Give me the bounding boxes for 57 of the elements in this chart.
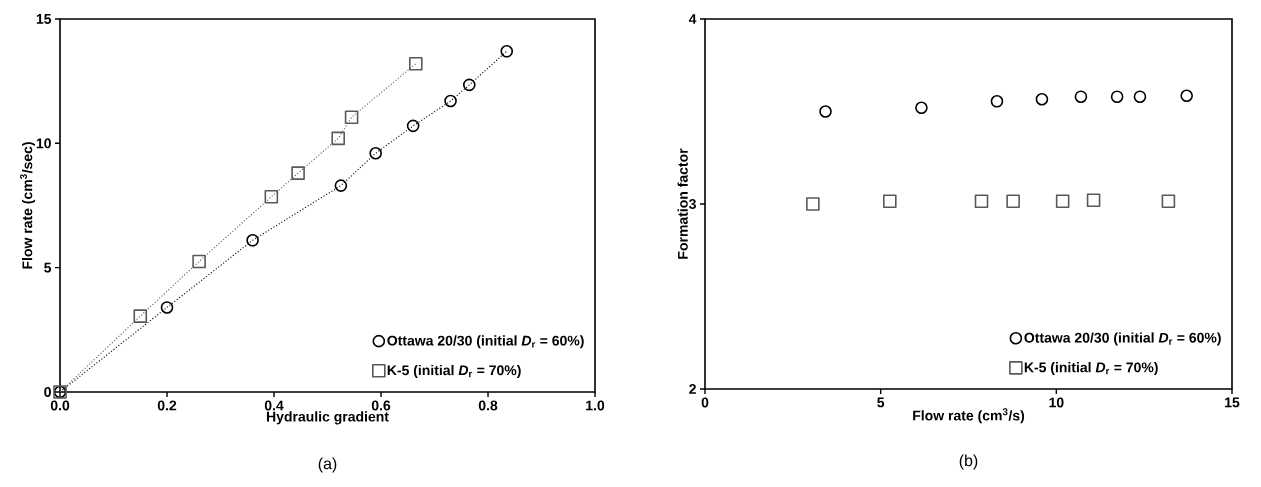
x-tick-label: 0 (701, 397, 709, 408)
point (500, 45, 514, 58)
x-tick-label: 15 (1225, 397, 1240, 408)
legend-label: K-5 (initial D$_{r}$ = 70%) (1024, 362, 1158, 376)
y-tick-label: 3 (689, 199, 696, 209)
point (462, 78, 476, 92)
point (915, 101, 928, 115)
x-tick-label: 0.2 (157, 400, 177, 411)
point (990, 95, 1004, 108)
x-tick-label: 0.6 (371, 400, 391, 411)
x-tick-label: 0.8 (478, 400, 498, 411)
point (160, 301, 174, 314)
point (334, 179, 348, 192)
point (192, 254, 206, 269)
y-tick-label: 15 (36, 14, 52, 24)
y-tick-label: 10 (36, 138, 51, 149)
point (264, 189, 279, 204)
point (291, 166, 305, 180)
point (819, 105, 832, 118)
text: (a) (318, 457, 337, 473)
x-tick-label: 5 (877, 397, 885, 408)
legend-label: Ottawa 20/30 (initial D$_{r}$ = 60%) (1024, 332, 1221, 346)
point (1133, 90, 1147, 103)
point (133, 309, 148, 323)
x-tick-label: 0.4 (264, 400, 284, 411)
point (1055, 194, 1070, 209)
point (1035, 92, 1049, 106)
x-axis-title: Hydraulic gradient (267, 411, 389, 425)
point (331, 131, 346, 146)
y-tick-label: 0 (44, 387, 51, 397)
y-tick-label: 5 (44, 262, 52, 273)
x-axis-title: Flow rate (cm$^{3}$/s) (913, 408, 1025, 424)
point (444, 94, 457, 108)
point (1110, 90, 1124, 103)
point (246, 234, 259, 247)
point (806, 197, 820, 211)
point (883, 194, 897, 209)
y-tick-label: 2 (689, 384, 696, 394)
point (406, 119, 420, 133)
y-tick-label: 4 (688, 14, 697, 24)
point (974, 194, 989, 209)
y-axis-title: Formation factor (677, 148, 688, 259)
point (1086, 193, 1101, 208)
point (1180, 89, 1193, 103)
point (1161, 194, 1176, 209)
point (344, 110, 359, 125)
legend-label: K-5 (initial D$_{r}$ = 70%) (387, 364, 521, 378)
text: (b) (959, 454, 978, 470)
y-axis-title: Flow rate (cm$^{3}$/sec) (20, 142, 36, 269)
x-tick-label: 10 (1049, 397, 1064, 408)
legend-label: Ottawa 20/30 (initial D$_{r}$ = 60%) (387, 335, 584, 349)
point (369, 146, 382, 160)
point (408, 56, 423, 71)
point (1074, 90, 1088, 103)
point (1006, 194, 1020, 209)
x-tick-label: 0.0 (50, 400, 70, 411)
x-tick-label: 1.0 (586, 400, 605, 411)
